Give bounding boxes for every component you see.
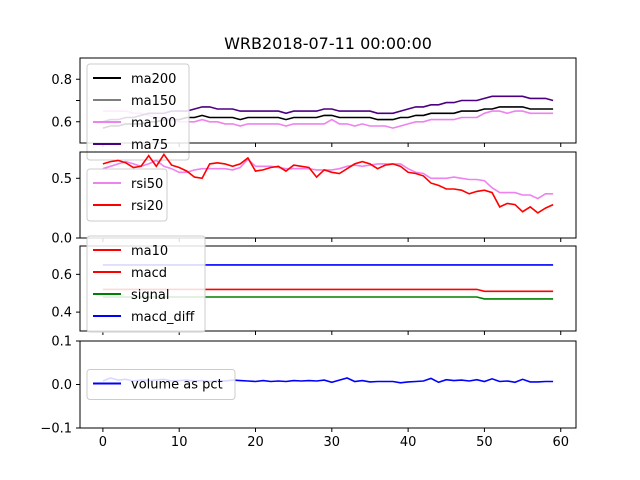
legend-label: ma100 (131, 116, 176, 131)
x-tick-label: 50 (476, 435, 493, 450)
panel-rsi: 0.0 0.5 rsi50 rsi20 (51, 151, 577, 247)
legend-box (86, 235, 206, 333)
legend: rsi50 rsi20 (86, 168, 168, 222)
x-tick-label: 30 (324, 435, 341, 450)
y-tick-label: 0.8 (51, 73, 72, 88)
y-tick-label: 0.4 (51, 306, 72, 321)
legend-box (86, 369, 236, 400)
panel-frame (79, 151, 577, 239)
legend: ma200 ma150 ma100 ma75 (86, 63, 190, 161)
panel-moving-averages: 0.6 0.8 ma200 ma150 ma100 ma75 (51, 57, 577, 161)
legend-label: ma150 (131, 94, 176, 109)
x-tick-label: 0 (99, 435, 107, 450)
y-tick-label: −0.1 (40, 422, 72, 437)
panel-macd: 0.4 0.6 ma10 macd signal macd_diff (51, 235, 577, 335)
legend-label: volume as pct (131, 378, 223, 393)
legend-label: signal (131, 288, 169, 303)
y-tick-label: 0.0 (51, 378, 72, 393)
legend-label: ma75 (131, 138, 168, 153)
series-group (102, 152, 554, 214)
legend: ma10 macd signal macd_diff (86, 235, 206, 333)
legend-label: ma200 (131, 72, 176, 87)
panel-frame (79, 245, 577, 332)
x-tick-label: 60 (552, 435, 569, 450)
legend-label: rsi50 (131, 177, 163, 192)
x-tick-label: 10 (171, 435, 188, 450)
y-tick-label: 0.5 (51, 172, 72, 187)
x-tick-label: 20 (247, 435, 264, 450)
y-tick-label: 0.1 (51, 335, 72, 350)
chart-title: WRB2018-07-11 00:00:00 (224, 34, 432, 53)
y-tick-label: 0.6 (51, 115, 72, 130)
legend-label: macd_diff (131, 310, 195, 325)
y-tick-label: 0.6 (51, 268, 72, 283)
y-tick-label: 0.0 (51, 232, 72, 247)
legend-box (86, 63, 190, 161)
legend-label: macd (131, 266, 167, 281)
x-tick-label: 40 (400, 435, 417, 450)
legend-label: ma10 (131, 244, 168, 259)
panel-volume: −0.1 0.0 0.1 0 10 20 30 40 50 60 volume as pct (40, 335, 577, 450)
legend: volume as pct (86, 369, 236, 400)
series-line-rsi50 (102, 158, 554, 200)
series-line-rsi20 (102, 152, 554, 214)
legend-label: rsi20 (131, 199, 163, 214)
